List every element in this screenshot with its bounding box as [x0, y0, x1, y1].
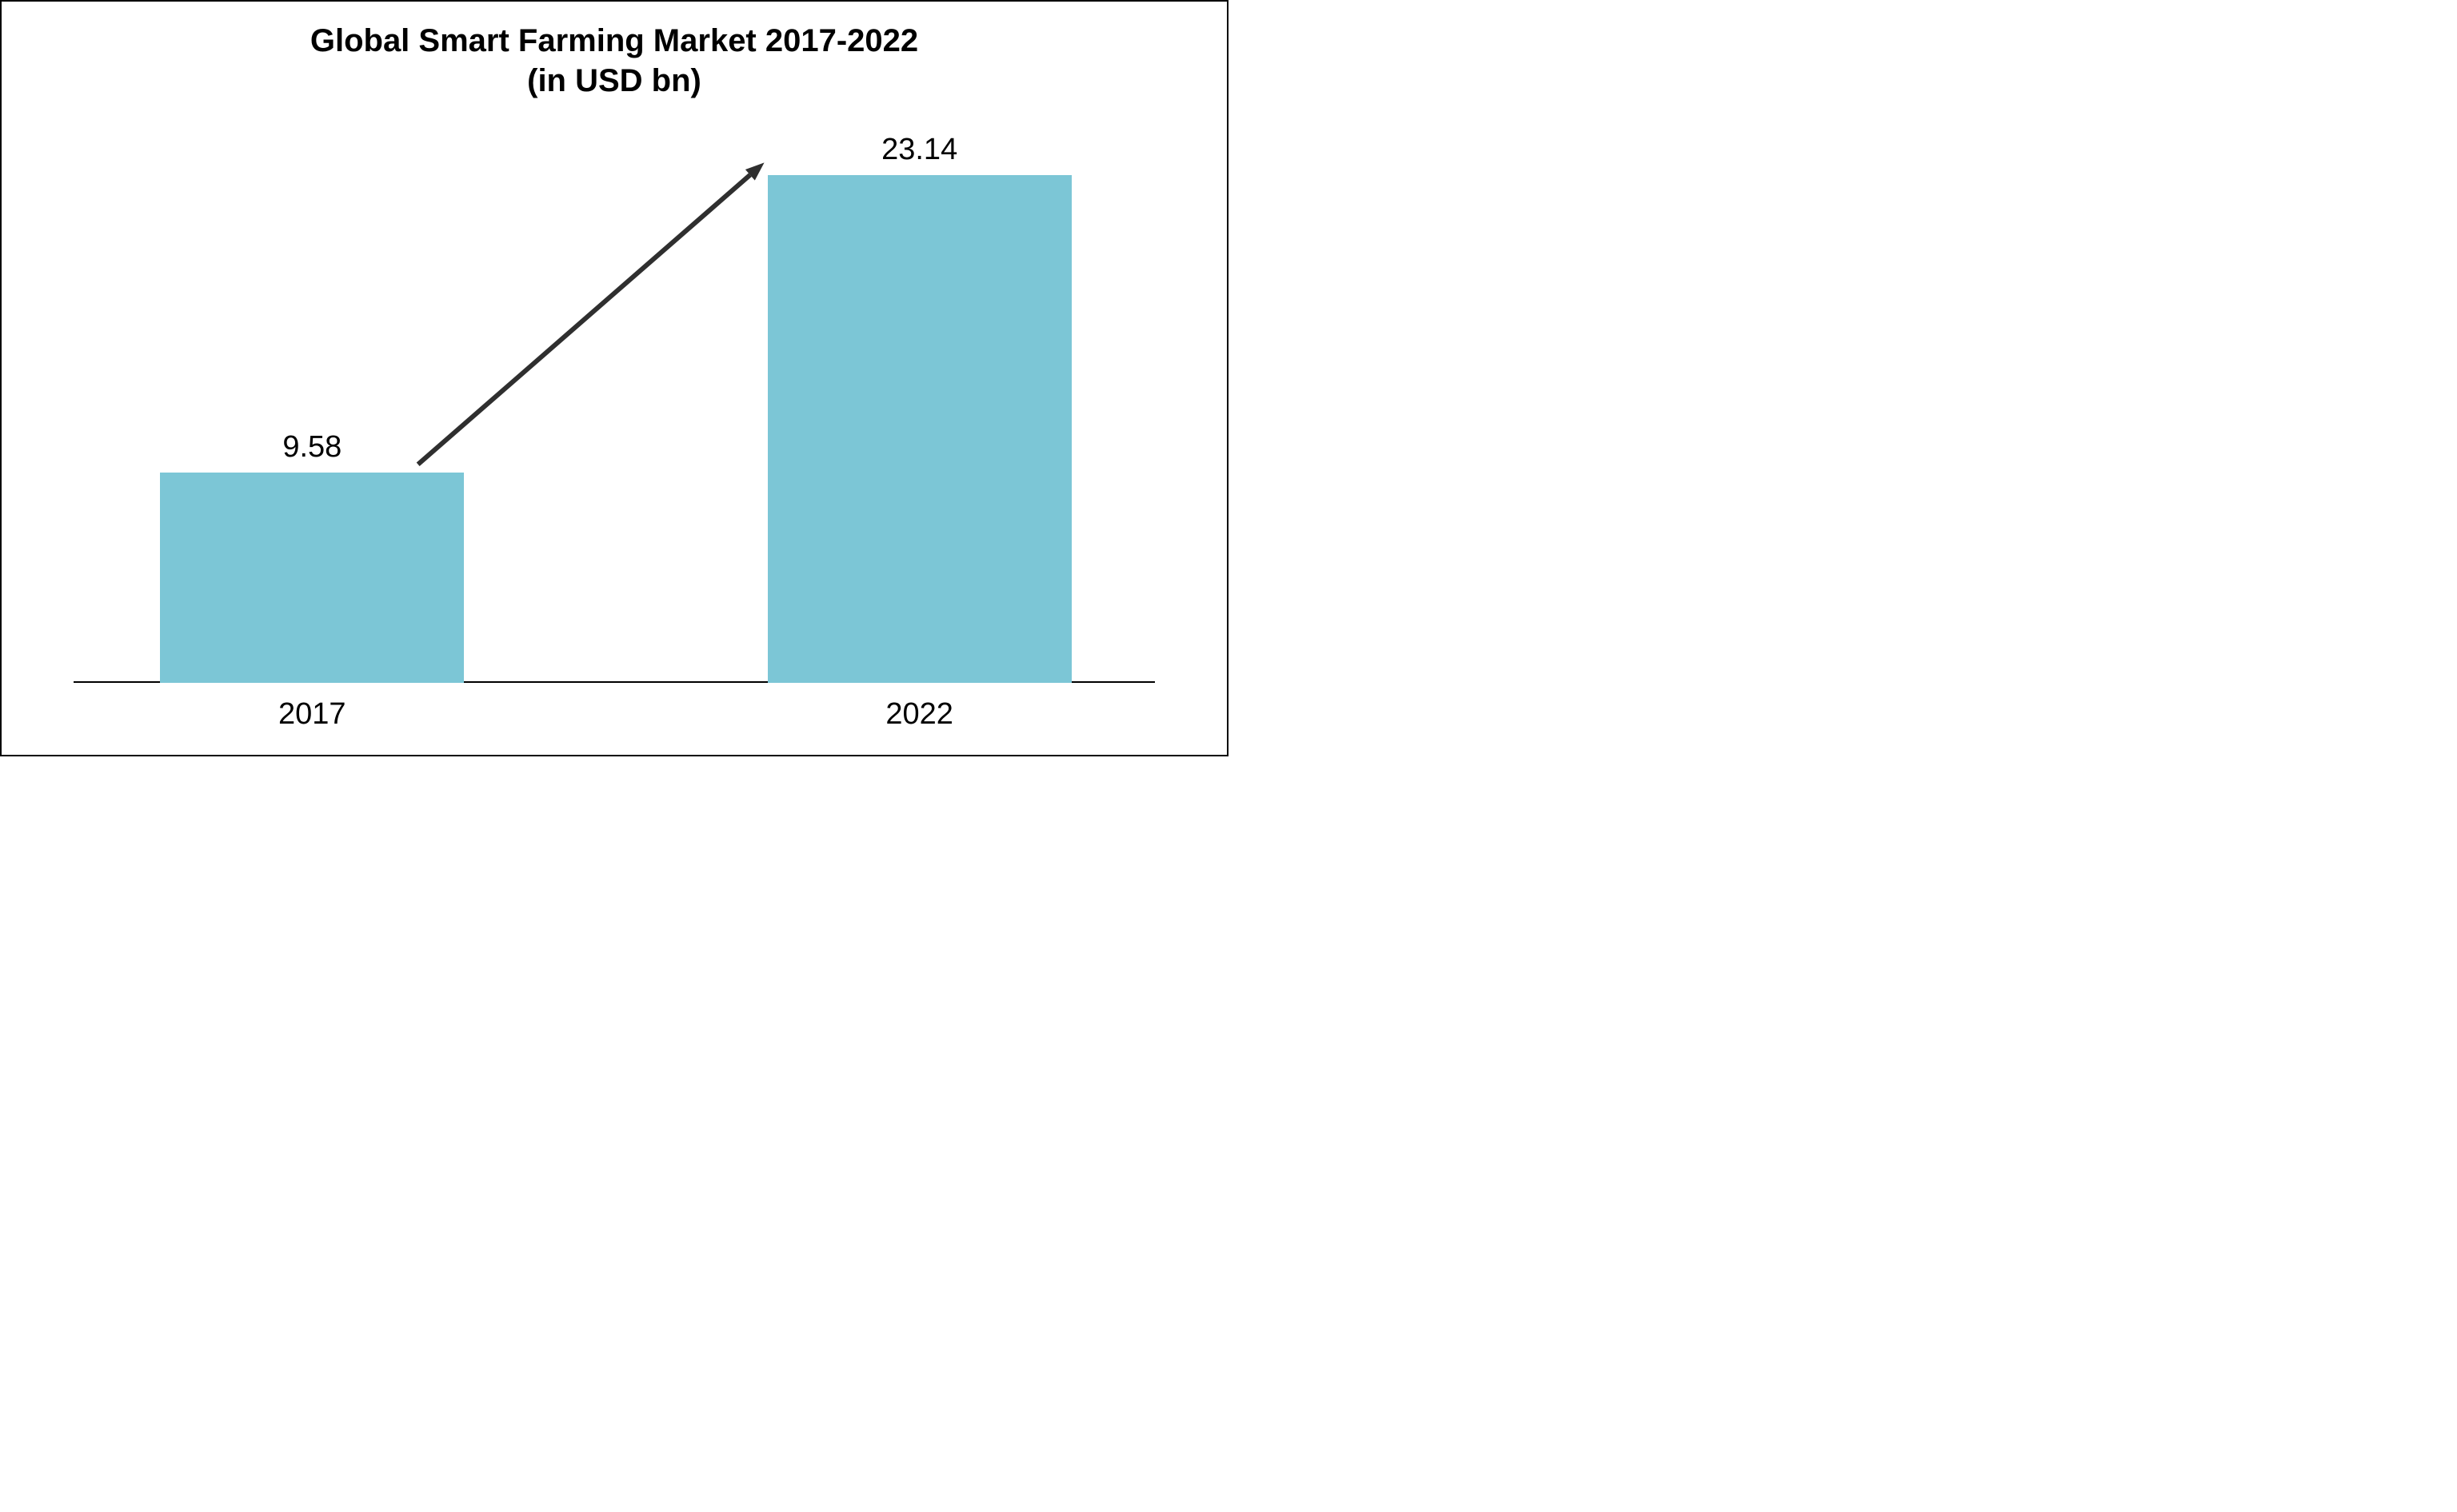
- chart-title-line2: (in USD bn): [2, 61, 1227, 101]
- chart-frame: Global Smart Farming Market 2017-2022 (i…: [0, 0, 1228, 756]
- plot-area: 9.58 23.14: [74, 138, 1155, 683]
- x-label-2022: 2022: [768, 697, 1072, 732]
- trend-arrow: [74, 138, 1155, 683]
- x-label-2017: 2017: [160, 697, 464, 732]
- chart-title-line1: Global Smart Farming Market 2017-2022: [2, 21, 1227, 61]
- chart-title: Global Smart Farming Market 2017-2022 (i…: [2, 21, 1227, 101]
